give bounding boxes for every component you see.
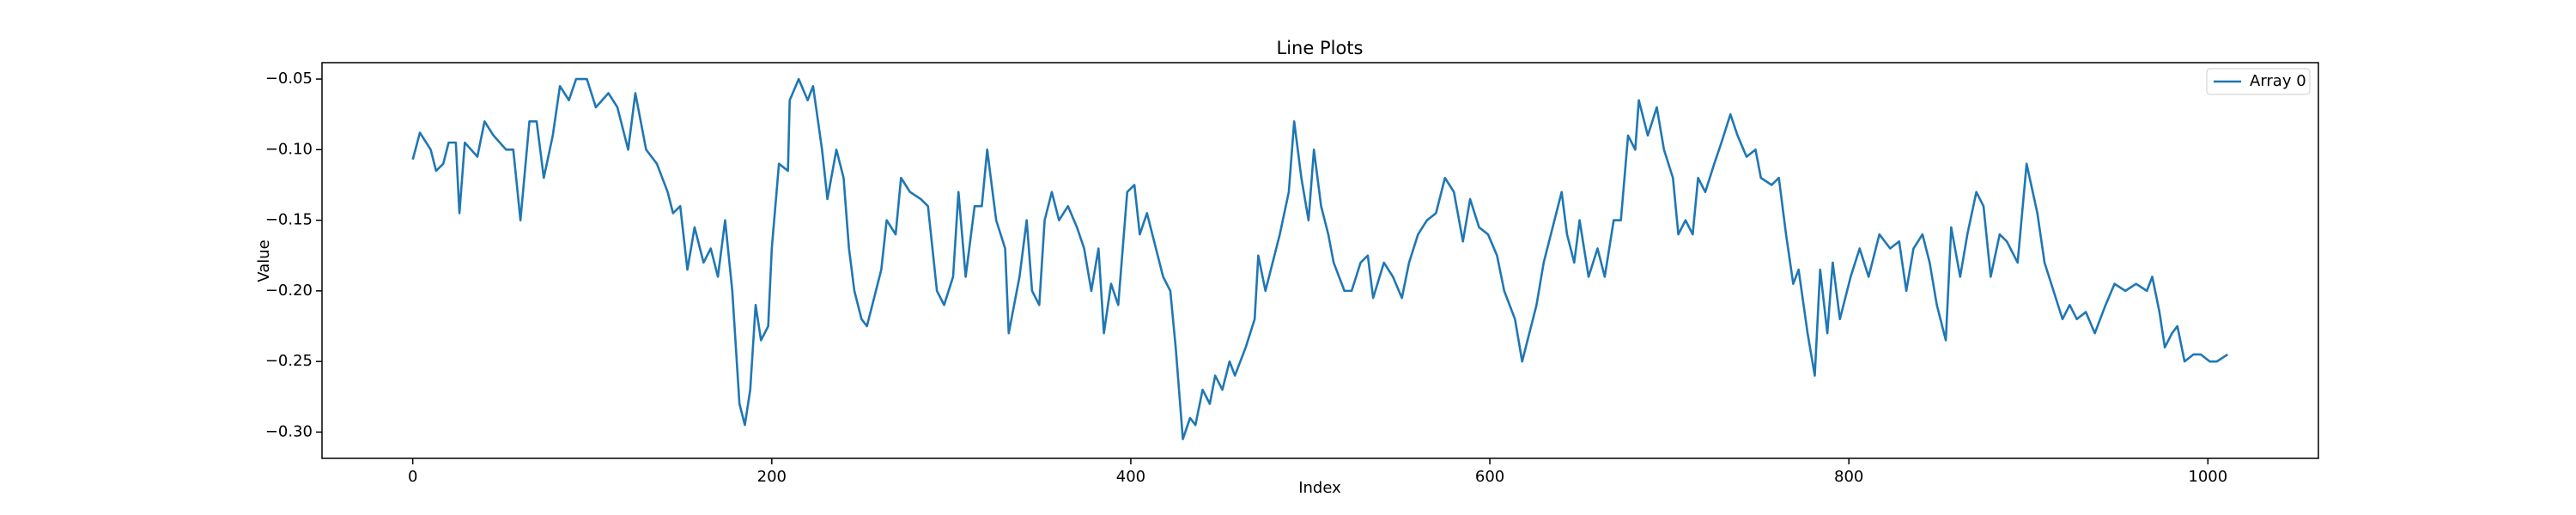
x-tick-label: 0 [408, 468, 417, 486]
y-axis-label: Value [255, 239, 273, 282]
data-line [411, 77, 2229, 440]
x-tick-label: 400 [1116, 468, 1145, 486]
y-tick-label: −0.15 [265, 211, 313, 229]
y-tick-label: −0.20 [265, 282, 313, 300]
chart-title: Line Plots [1277, 38, 1364, 58]
legend-box [2206, 68, 2311, 95]
plot-frame [321, 62, 2319, 459]
x-axis-label: Index [1298, 479, 1341, 497]
y-tick-label: −0.05 [265, 70, 313, 88]
legend-label: Array 0 [2250, 72, 2306, 90]
x-tick-label: 1000 [2188, 468, 2227, 486]
y-tick-label: −0.30 [265, 422, 313, 440]
x-tick-label: 800 [1834, 468, 1863, 486]
y-tick-label: −0.10 [265, 140, 313, 158]
x-tick-label: 200 [757, 468, 787, 486]
y-tick-label: −0.25 [265, 352, 313, 370]
x-tick-label: 600 [1475, 468, 1504, 486]
